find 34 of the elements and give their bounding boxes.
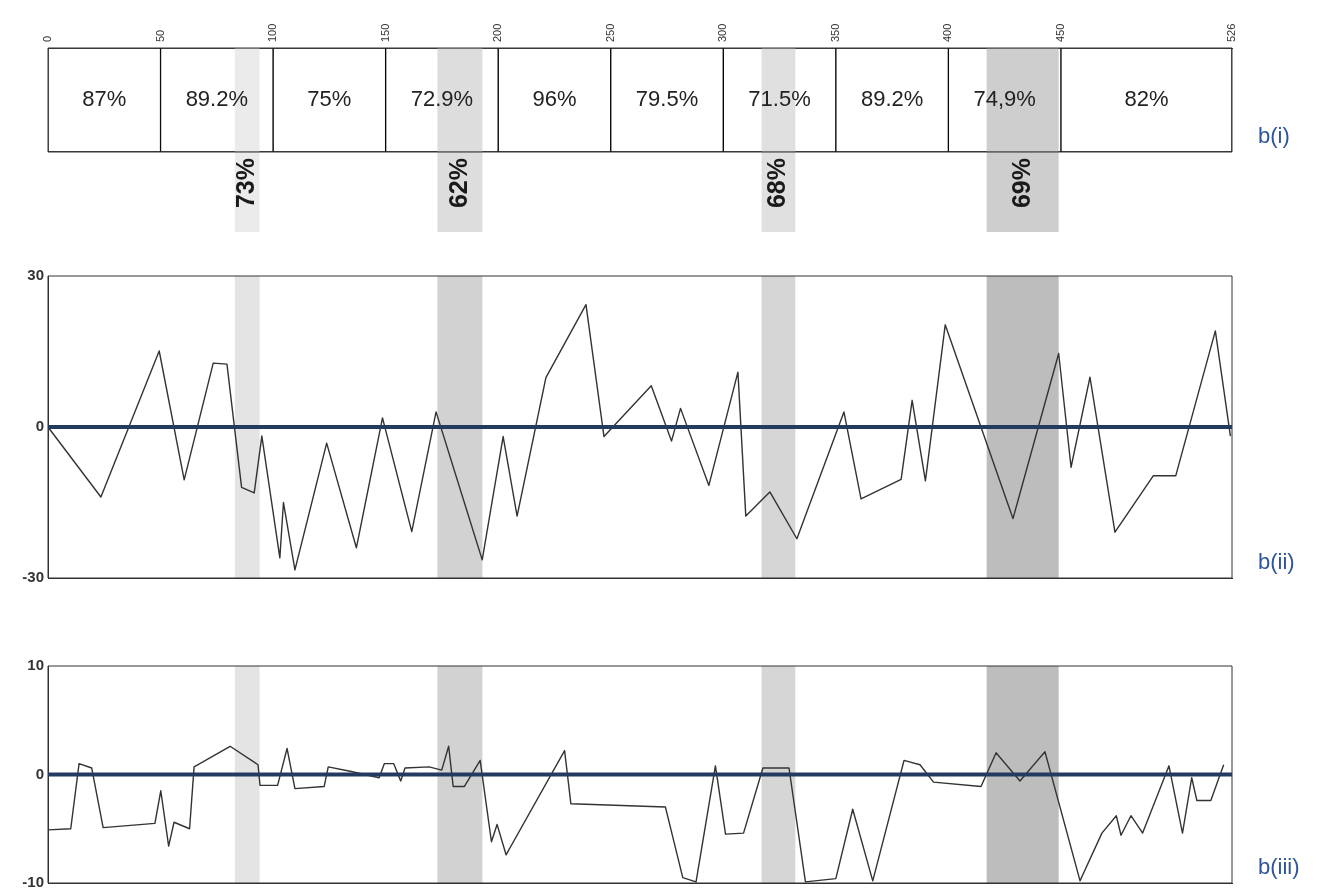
series-label: 96% xyxy=(532,86,577,112)
y-tick-label: 10 xyxy=(27,656,44,674)
series-label: 72.9% xyxy=(410,86,474,112)
x-tick-label: 350 xyxy=(828,23,841,42)
x-tick-label: 450 xyxy=(1053,23,1066,42)
x-tick-label: 100 xyxy=(266,23,279,42)
text: b(i) xyxy=(1258,123,1290,149)
x-tick-label: 150 xyxy=(378,23,391,42)
band-label: 68% xyxy=(762,158,791,209)
band-label: 69% xyxy=(1006,158,1035,209)
text: b(iii) xyxy=(1258,854,1300,880)
text: b(ii) xyxy=(1258,549,1295,575)
series-label: 89.2% xyxy=(860,86,924,112)
series-label: 75% xyxy=(307,86,352,112)
y-tick-label: -30 xyxy=(22,568,44,586)
x-tick-label: 0 xyxy=(41,35,54,42)
series-label: 74,9% xyxy=(973,86,1036,112)
series-label: 87% xyxy=(82,86,127,112)
x-tick-label: 400 xyxy=(941,23,954,42)
band-label: 62% xyxy=(443,158,472,209)
x-tick-label: 50 xyxy=(153,29,166,42)
series-label: 79.5% xyxy=(635,86,699,112)
series-label: 71.5% xyxy=(748,86,811,112)
y-tick-label: 0 xyxy=(35,417,44,435)
band-label: 73% xyxy=(231,158,260,209)
y-tick-label: 30 xyxy=(27,266,44,284)
y-tick-label: 0 xyxy=(35,764,44,782)
y-tick-label: -10 xyxy=(22,873,44,891)
x-tick-label: 250 xyxy=(603,23,616,42)
x-tick-label: 526 xyxy=(1225,23,1238,42)
series-label: 82% xyxy=(1124,86,1169,112)
series-label: 89.2% xyxy=(185,86,249,112)
x-tick-label: 200 xyxy=(491,23,504,42)
x-tick-label: 300 xyxy=(716,23,729,42)
